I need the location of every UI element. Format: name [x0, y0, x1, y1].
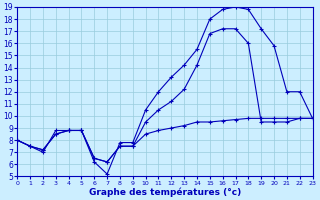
X-axis label: Graphe des températures (°c): Graphe des températures (°c) — [89, 187, 241, 197]
